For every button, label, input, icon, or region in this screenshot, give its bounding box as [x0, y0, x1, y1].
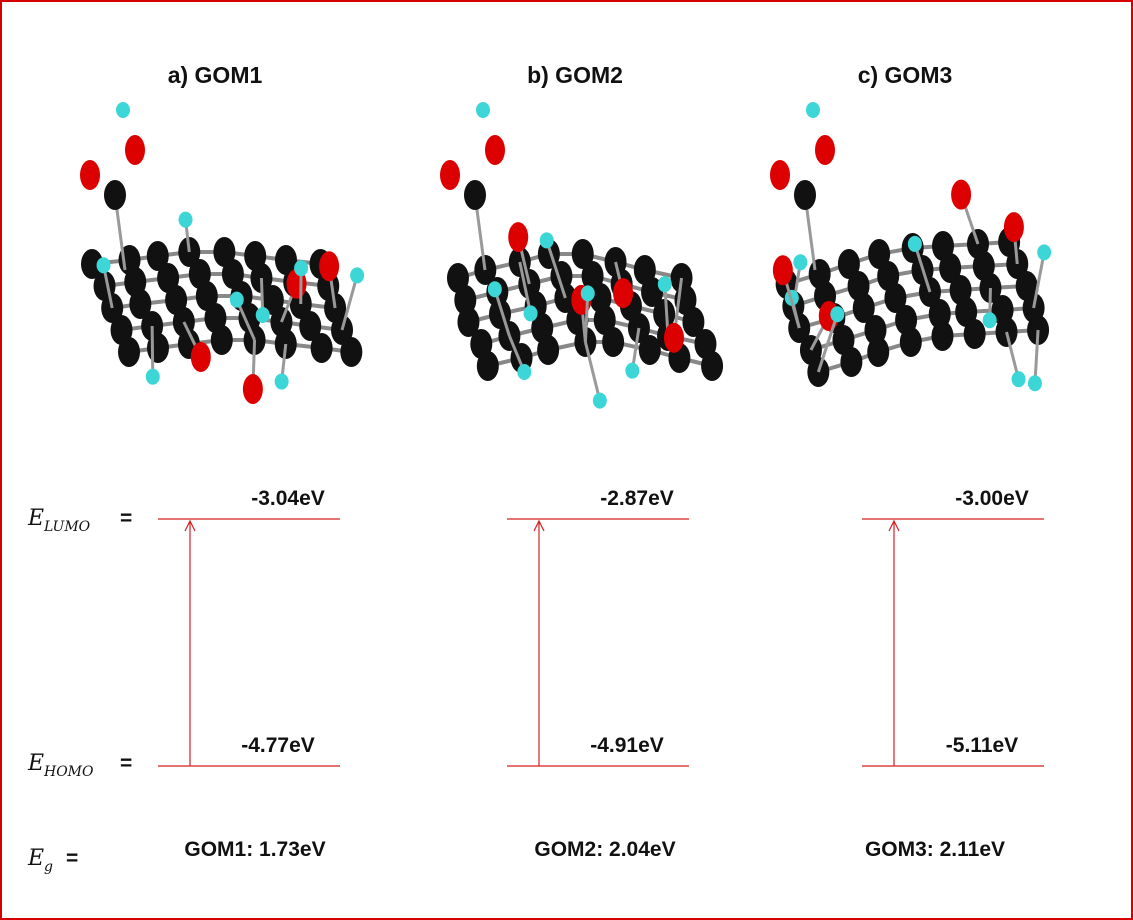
carbon-atom	[602, 327, 624, 357]
hydrogen-atom	[275, 374, 289, 390]
panel-title: c) GOM3	[858, 62, 953, 88]
hydrogen-atom	[983, 312, 997, 328]
panel-title: a) GOM1	[168, 62, 263, 88]
carbon-atom	[794, 180, 816, 210]
oxygen-atom	[191, 342, 211, 372]
hydrogen-atom	[1028, 375, 1042, 391]
label-symbol: E	[27, 751, 44, 776]
carbon-atom	[931, 321, 953, 351]
carbon-atom	[964, 319, 986, 349]
carbon-atom	[340, 337, 362, 367]
hydrogen-atom	[524, 305, 538, 321]
carbon-atom	[211, 325, 233, 355]
hydrogen-atom	[806, 102, 820, 118]
gap-value: GOM3: 2.11eV	[865, 838, 1005, 861]
hydrogen-atom	[350, 267, 364, 283]
carbon-atom	[464, 180, 486, 210]
label-symbol: E	[27, 506, 44, 531]
carbon-atom	[701, 351, 723, 381]
oxygen-atom	[485, 135, 505, 165]
oxygen-atom	[80, 160, 100, 190]
label-subscript: LUMO	[43, 519, 91, 535]
carbon-atom	[840, 347, 862, 377]
carbon-atom	[900, 327, 922, 357]
hydrogen-atom	[476, 102, 490, 118]
carbon-atom	[477, 351, 499, 381]
gap-value: GOM1: 1.73eV	[184, 838, 325, 861]
hydrogen-atom	[658, 276, 672, 292]
oxygen-atom	[243, 374, 263, 404]
hydrogen-atom	[1012, 371, 1026, 387]
oxygen-atom	[613, 278, 633, 308]
oxygen-atom	[770, 160, 790, 190]
carbon-atom	[104, 180, 126, 210]
panel-title: b) GOM2	[527, 62, 623, 88]
hydrogen-atom	[830, 306, 844, 322]
hydrogen-atom	[146, 369, 160, 385]
hydrogen-atom	[593, 393, 607, 409]
carbon-atom	[867, 337, 889, 367]
oxygen-atom	[951, 180, 971, 210]
label-equals: =	[66, 847, 78, 870]
label-symbol: E	[27, 846, 44, 871]
carbon-atom	[537, 335, 559, 365]
label-subscript: g	[44, 859, 53, 875]
hydrogen-atom	[625, 363, 639, 379]
carbon-atom	[118, 337, 140, 367]
oxygen-atom	[125, 135, 145, 165]
hydrogen-atom	[179, 212, 193, 228]
hydrogen-atom	[1037, 244, 1051, 260]
carbon-atom	[147, 333, 169, 363]
hydrogen-atom	[116, 102, 130, 118]
homo-value: -5.11eV	[946, 734, 1018, 757]
oxygen-atom	[664, 323, 684, 353]
hydrogen-atom	[294, 260, 308, 276]
oxygen-atom	[773, 255, 793, 285]
hydrogen-atom	[581, 285, 595, 301]
hydrogen-atom	[793, 254, 807, 270]
label-subscript: HOMO	[43, 764, 94, 780]
homo-value: -4.77eV	[241, 734, 315, 757]
lumo-value: -3.04eV	[251, 487, 325, 510]
frame	[1, 1, 1132, 919]
lumo-value: -3.00eV	[955, 487, 1029, 510]
hydrogen-atom	[517, 364, 531, 380]
figure: ELUMO=EHOMO=Eg= a) GOM1-3.04eV-4.77eVGOM…	[0, 0, 1133, 920]
carbon-atom	[311, 333, 333, 363]
oxygen-atom	[508, 222, 528, 252]
label-equals: =	[120, 752, 132, 775]
label-equals: =	[120, 507, 132, 530]
oxygen-atom	[1004, 212, 1024, 242]
lumo-value: -2.87eV	[600, 487, 674, 510]
hydrogen-atom	[540, 232, 554, 248]
gap-value: GOM2: 2.04eV	[534, 838, 675, 861]
oxygen-atom	[440, 160, 460, 190]
oxygen-atom	[815, 135, 835, 165]
oxygen-atom	[319, 251, 339, 281]
hydrogen-atom	[97, 257, 111, 273]
hydrogen-atom	[488, 281, 502, 297]
homo-value: -4.91eV	[590, 734, 664, 757]
carbon-atom	[639, 335, 661, 365]
hydrogen-atom	[230, 292, 244, 308]
hydrogen-atom	[908, 236, 922, 252]
hydrogen-atom	[256, 307, 270, 323]
